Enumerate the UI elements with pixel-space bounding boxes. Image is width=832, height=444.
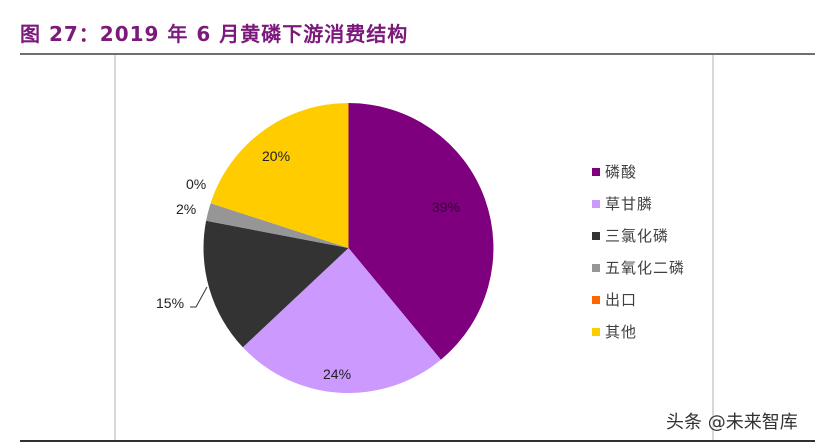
pcl3-leader-line (190, 286, 208, 308)
label-pcl3: 15% (156, 295, 184, 311)
label-other: 20% (262, 148, 290, 164)
bottom-rule-divider (20, 440, 815, 442)
legend-label: 三氯化磷 (605, 227, 670, 245)
label-export: 0% (186, 176, 206, 192)
chart-border-left (114, 55, 116, 440)
legend-item-p2o5: 五氧化二磷 (592, 251, 685, 284)
legend-item-pcl3: 三氯化磷 (592, 219, 685, 252)
legend-swatch (592, 295, 600, 304)
legend-label: 其他 (605, 323, 638, 341)
legend-label: 出口 (605, 291, 638, 309)
chart-border-right (712, 55, 714, 440)
top-rule-divider (20, 53, 815, 55)
watermark: 头条 @未来智库 (666, 412, 798, 433)
legend-swatch (592, 327, 600, 336)
legend-item-export: 出口 (592, 283, 685, 316)
legend-swatch (592, 167, 600, 176)
legend-label: 草甘膦 (605, 195, 654, 213)
chart-legend: 磷酸 草甘膦 三氯化磷 五氧化二磷 出口 其他 (592, 156, 685, 348)
pie-slice-p2o5 (206, 203, 349, 248)
label-p2o5: 2% (176, 201, 196, 217)
legend-label: 五氧化二磷 (605, 259, 686, 277)
legend-swatch (592, 231, 600, 240)
pie-slice-glyphosate (242, 248, 441, 393)
legend-swatch (592, 199, 600, 208)
label-glyphosate: 24% (323, 366, 351, 382)
legend-label: 磷酸 (605, 163, 638, 181)
figure-title: 图 27：2019 年 6 月黄磷下游消费结构 (20, 22, 409, 46)
legend-item-other: 其他 (592, 315, 685, 348)
legend-item-glyphosate: 草甘膦 (592, 187, 685, 220)
pie-slice-phosphoric-acid (348, 103, 494, 360)
label-phosphoric-acid: 39% (432, 199, 460, 215)
pie-slice-pcl3 (203, 220, 349, 348)
legend-item-phosphoric-acid: 磷酸 (592, 155, 685, 188)
pie-slice-other (210, 103, 349, 248)
legend-swatch (592, 263, 600, 272)
